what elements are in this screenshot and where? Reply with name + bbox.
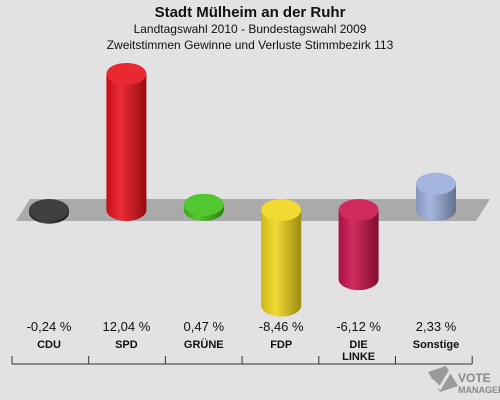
bar-grüne: [183, 193, 224, 221]
vote-manager-logo: VOTE MANAGER: [428, 366, 500, 395]
bar-top-cap: [29, 199, 69, 221]
category-label: DIE: [349, 339, 367, 351]
bars-group: [29, 62, 456, 317]
category-label: Sonstige: [413, 339, 459, 351]
bar-bottom-cap: [416, 199, 456, 221]
chart-subtitle-district: Zweitstimmen Gewinne und Verluste Stimmb…: [106, 38, 394, 52]
category-label: SPD: [115, 339, 138, 351]
bar-top-cap: [106, 62, 147, 85]
value-labels-group: -0,24 % 12,04 % 0,47 % -8,46 % -6,12 % 2,33 %: [27, 319, 457, 334]
bar-top-cap: [338, 199, 379, 221]
bar-body: [261, 210, 302, 306]
value-label: 12,04 %: [103, 319, 151, 334]
bar-bottom-cap: [261, 294, 302, 317]
bar-bottom-cap: [338, 268, 379, 291]
ballot-check-icon: [428, 366, 458, 392]
value-label: -8,46 %: [259, 319, 304, 334]
bar-top-cap: [261, 199, 302, 221]
value-label: -0,24 %: [27, 319, 72, 334]
value-label: 0,47 %: [184, 319, 225, 334]
watermark-line2: MANAGER: [458, 385, 500, 395]
bar-top-cap: [416, 172, 456, 195]
value-label: 2,33 %: [416, 319, 457, 334]
bar-sonstige: [416, 172, 456, 221]
chart-subtitle-election: Landtagswahl 2010 - Bundestagswahl 2009: [133, 22, 367, 36]
bar-body: [106, 73, 147, 210]
value-label: -6,12 %: [336, 319, 381, 334]
category-label: FDP: [270, 339, 292, 351]
watermark-line1: VOTE: [458, 371, 491, 385]
category-label: CDU: [37, 339, 61, 351]
bar-top-cap: [183, 193, 224, 216]
bar-bottom-cap: [106, 199, 147, 221]
category-label: LINKE: [342, 351, 375, 363]
bar-body: [338, 210, 379, 280]
category-label: GRÜNE: [184, 338, 224, 351]
x-axis: [11, 356, 473, 365]
chart-title: Stadt Mülheim an der Ruhr: [154, 4, 346, 21]
bar-cdu: [29, 199, 69, 224]
bar-die-linke: [338, 199, 379, 291]
bar-spd: [106, 62, 147, 221]
bar-fdp: [261, 199, 302, 317]
